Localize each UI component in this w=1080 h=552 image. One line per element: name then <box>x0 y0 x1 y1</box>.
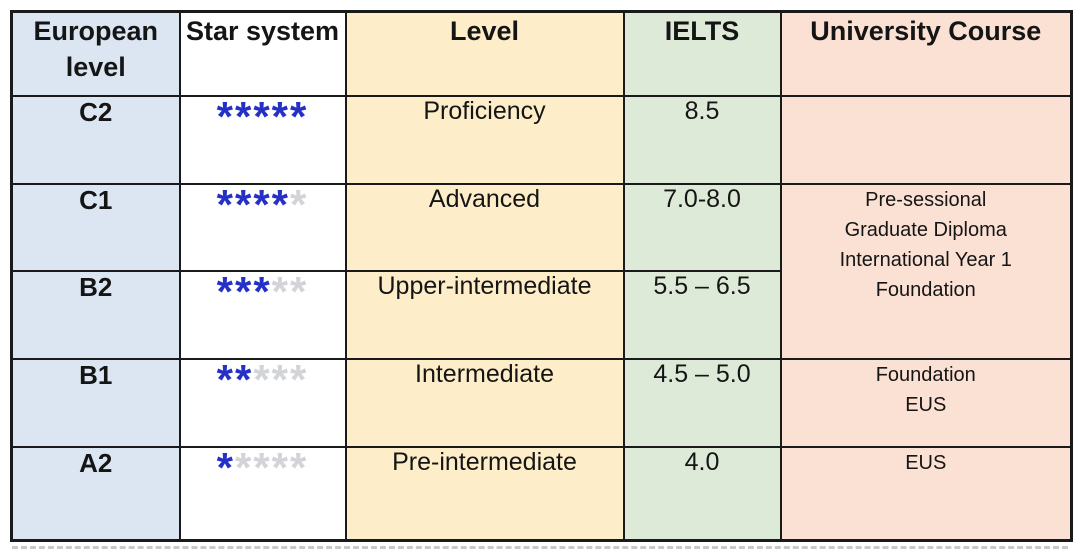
cell-c2-level: Proficiency <box>344 94 625 185</box>
cell-c1-level: Advanced <box>344 182 625 272</box>
cell-b2-level: Upper-intermediate <box>344 269 625 360</box>
cell-b2-ielts: 5.5 – 6.5 <box>622 269 782 360</box>
cell-a2-star-rating: ***** <box>178 445 347 542</box>
cell-a2-level: Pre-intermediate <box>344 445 625 542</box>
cell-c1-star-rating: ***** <box>178 182 347 272</box>
cell-c1-european-level: C1 <box>10 182 181 272</box>
cell-c2-star-rating: ***** <box>178 94 347 185</box>
cell-b2-star-rating: ***** <box>178 269 347 360</box>
cell-b1-ielts: 4.5 – 5.0 <box>622 357 782 448</box>
cell-a2-european-level: A2 <box>10 445 181 542</box>
header-level: Level <box>344 10 625 97</box>
star-filled-icon: *** <box>216 270 272 315</box>
cell-a2-university-course: EUS <box>779 445 1073 542</box>
cutoff-dashed-line <box>12 546 1068 549</box>
cell-b1-level: Intermediate <box>344 357 625 448</box>
cell-b1-university-course: Foundation EUS <box>779 357 1073 448</box>
cefr-ielts-equivalence-table: European level Star system Level IELTS U… <box>10 10 1073 542</box>
table-row-b1: B1 ***** Intermediate 4.5 – 5.0 Foundati… <box>10 357 1073 448</box>
star-empty-icon: ** <box>271 270 309 315</box>
cell-c1-ielts: 7.0-8.0 <box>622 182 782 272</box>
header-ielts: IELTS <box>622 10 782 97</box>
header-university-course: University Course <box>779 10 1073 97</box>
cell-b1-european-level: B1 <box>10 357 181 448</box>
star-empty-icon: **** <box>234 446 309 491</box>
header-star-system: Star system <box>178 10 347 97</box>
table-row-c1: C1 ***** Advanced 7.0-8.0 Pre-sessional … <box>10 182 1073 360</box>
header-european-level: European level <box>10 10 181 97</box>
header-row: European level Star system Level IELTS U… <box>10 10 1073 97</box>
star-empty-icon: *** <box>253 358 309 403</box>
table-row-c2: C2 ***** Proficiency 8.5 <box>10 94 1073 185</box>
star-filled-icon: ***** <box>216 95 309 140</box>
cell-b2-european-level: B2 <box>10 269 181 360</box>
cell-c2-european-level: C2 <box>10 94 181 185</box>
star-filled-icon: * <box>216 446 235 491</box>
star-empty-icon: * <box>290 183 309 228</box>
cell-c2-university-course <box>779 94 1073 185</box>
table-row-a2: A2 ***** Pre-intermediate 4.0 EUS <box>10 445 1073 542</box>
cell-b1-star-rating: ***** <box>178 357 347 448</box>
cell-a2-ielts: 4.0 <box>622 445 782 542</box>
cell-c2-ielts: 8.5 <box>622 94 782 185</box>
star-filled-icon: **** <box>216 183 291 228</box>
star-filled-icon: ** <box>216 358 254 403</box>
table-row-b2: B2 ***** Upper-intermediate 5.5 – 6.5 <box>10 269 1072 360</box>
cell-c1-b2-university-course-merged: Pre-sessional Graduate Diploma Internati… <box>779 182 1073 360</box>
